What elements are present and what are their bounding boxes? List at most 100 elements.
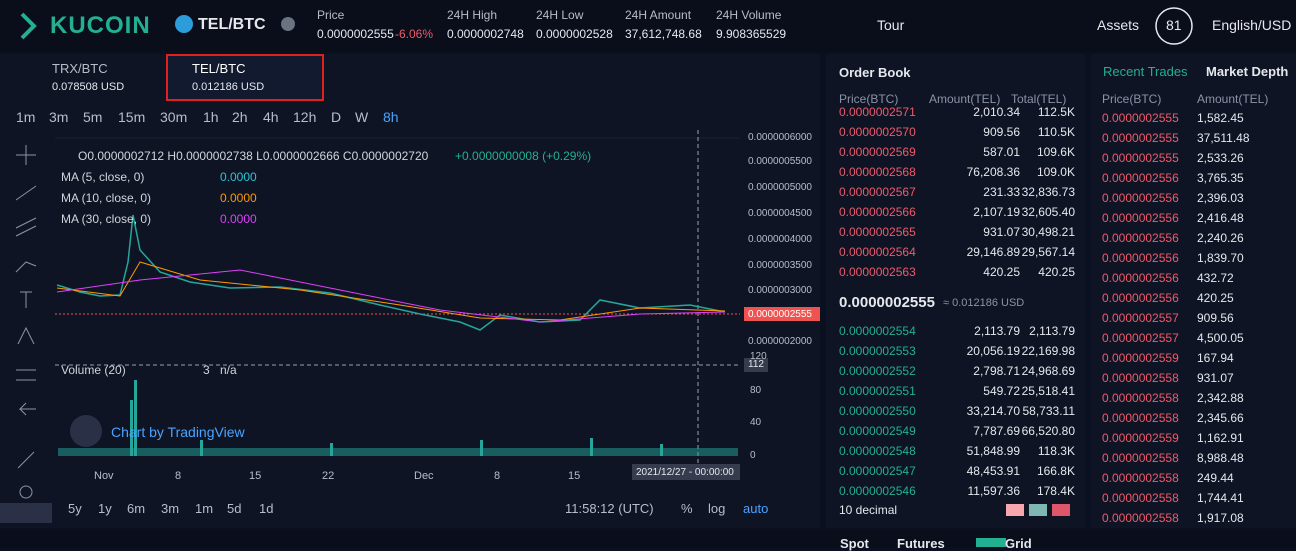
ohlc-legend: O0.0000002712 H0.0000002738 L0.000000266… [78, 149, 429, 163]
tab-price: 0.012186 USD [192, 81, 265, 93]
nav-language[interactable]: English/USD [1212, 17, 1292, 33]
badge: 81 [1166, 17, 1182, 33]
trade-amount: 1,162.91 [1197, 431, 1244, 445]
stat-label: 24H High [447, 8, 498, 22]
amount-cell: 587.01 [983, 145, 1020, 159]
trade-price: 0.0000002558 [1102, 511, 1179, 525]
range-button[interactable]: 6m [127, 501, 146, 516]
tradingview-icon [70, 415, 102, 447]
footer-tab[interactable]: Grid [1005, 536, 1032, 551]
interval-button[interactable]: 5m [83, 109, 103, 125]
trade-amount: 931.07 [1197, 371, 1234, 385]
last-price: 0.0000002555 [839, 294, 935, 311]
total-cell: 110.5K [1037, 125, 1075, 139]
amount-cell: 909.56 [983, 125, 1020, 139]
trade-amount: 167.94 [1197, 351, 1234, 365]
total-cell: 118.3K [1037, 444, 1075, 458]
trade-amount: 2,342.88 [1197, 391, 1244, 405]
total-cell: 22,169.98 [1021, 344, 1075, 358]
total-cell: 112.5K [1037, 105, 1075, 119]
scale-option[interactable]: % [681, 501, 693, 516]
volume-title: Volume (20) [61, 363, 126, 377]
pair-selector[interactable]: TEL/BTC [198, 16, 266, 33]
tab-pair[interactable]: TEL/BTC [192, 61, 246, 76]
layout-icon [1052, 504, 1070, 516]
scale-option[interactable]: log [708, 501, 726, 516]
interval-button[interactable]: 15m [118, 109, 146, 125]
amount-cell: 2,798.71 [973, 364, 1020, 378]
stat-label: Price [317, 8, 345, 22]
total-cell: 109.0K [1036, 165, 1075, 179]
interval-button[interactable]: 1m [16, 109, 36, 125]
interval-button[interactable]: 8h [383, 109, 399, 125]
trade-amount: 2,396.03 [1197, 191, 1244, 205]
x-tick-label: 8 [494, 470, 501, 482]
trade-price: 0.0000002556 [1102, 251, 1179, 265]
toolbar-icons [15, 145, 37, 499]
range-button[interactable]: 1y [98, 501, 112, 516]
clock: 11:58:12 (UTC) [565, 501, 654, 516]
range-button[interactable]: 5y [68, 501, 82, 516]
layout-icon [1006, 504, 1024, 516]
trade-amount: 249.44 [1197, 471, 1234, 485]
volume-tick-label: 80 [750, 385, 762, 396]
volume-tick-label: 120 [750, 351, 767, 362]
current-price-label: 0.0000002555 [748, 309, 812, 320]
range-button[interactable]: 3m [161, 501, 180, 516]
trades-tab[interactable]: Recent Trades [1103, 64, 1188, 79]
total-cell: 30,498.21 [1021, 225, 1075, 239]
price-tick-label: 0.0000005000 [748, 182, 812, 193]
nav-tour[interactable]: Tour [877, 17, 905, 33]
trades-tab[interactable]: Market Depth [1206, 64, 1289, 79]
indicator-name: MA (30, close, 0) [61, 212, 152, 226]
interval-button[interactable]: 2h [232, 109, 248, 125]
price-cell: 0.0000002546 [839, 484, 916, 498]
trade-amount: 1,917.08 [1197, 511, 1244, 525]
price-cell: 0.0000002553 [839, 344, 916, 358]
amount-cell: 420.25 [983, 265, 1020, 279]
trade-price: 0.0000002558 [1102, 451, 1179, 465]
price-cell: 0.0000002564 [839, 245, 916, 259]
footer-tab[interactable]: Spot [840, 536, 869, 551]
indicator-value: 0.0000 [220, 170, 257, 184]
stat-label: 24H Amount [625, 8, 692, 22]
volume-value: n/a [220, 363, 237, 377]
nav-assets[interactable]: Assets [1097, 17, 1140, 33]
range-button[interactable]: 5d [227, 501, 242, 516]
range-button[interactable]: 1m [195, 501, 214, 516]
amount-cell: 231.33 [983, 185, 1020, 199]
amount-cell: 29,146.89 [966, 245, 1020, 259]
trade-price: 0.0000002556 [1102, 291, 1179, 305]
interval-button[interactable]: 1h [203, 109, 219, 125]
logo: KUCOIN [50, 12, 151, 39]
total-cell: 66,520.80 [1021, 424, 1075, 438]
tab-pair[interactable]: TRX/BTC [52, 61, 108, 76]
price-cell: 0.0000002570 [839, 125, 916, 139]
interval-button[interactable]: 3m [49, 109, 69, 125]
range-button[interactable]: 1d [259, 501, 274, 516]
price-cell: 0.0000002571 [839, 105, 916, 119]
footer-tab[interactable]: Futures [897, 536, 945, 551]
decimal-select[interactable]: 10 decimal [839, 503, 898, 517]
price-cell: 0.0000002567 [839, 185, 916, 199]
trade-amount: 909.56 [1197, 311, 1234, 325]
interval-button[interactable]: 12h [293, 109, 317, 125]
interval-button[interactable]: W [355, 109, 369, 125]
price-cell: 0.0000002554 [839, 324, 916, 338]
stat-label: 24H Volume [716, 8, 782, 22]
scale-option[interactable]: auto [743, 501, 769, 516]
interval-button[interactable]: 4h [263, 109, 279, 125]
interval-button[interactable]: 30m [160, 109, 188, 125]
footer-bar [0, 530, 1296, 547]
price-cell: 0.0000002549 [839, 424, 916, 438]
trades-header: Amount(TEL) [1197, 92, 1269, 106]
active-tab-highlight[interactable] [166, 54, 324, 101]
attribution: Chart by TradingView [111, 424, 245, 440]
total-cell: 2,113.79 [1029, 324, 1075, 338]
collapse-button [0, 503, 52, 523]
trade-price: 0.0000002556 [1102, 211, 1179, 225]
footer-tab[interactable]: 100X [952, 538, 976, 549]
volume-param: 3 [203, 363, 210, 377]
interval-button[interactable]: D [331, 109, 342, 125]
